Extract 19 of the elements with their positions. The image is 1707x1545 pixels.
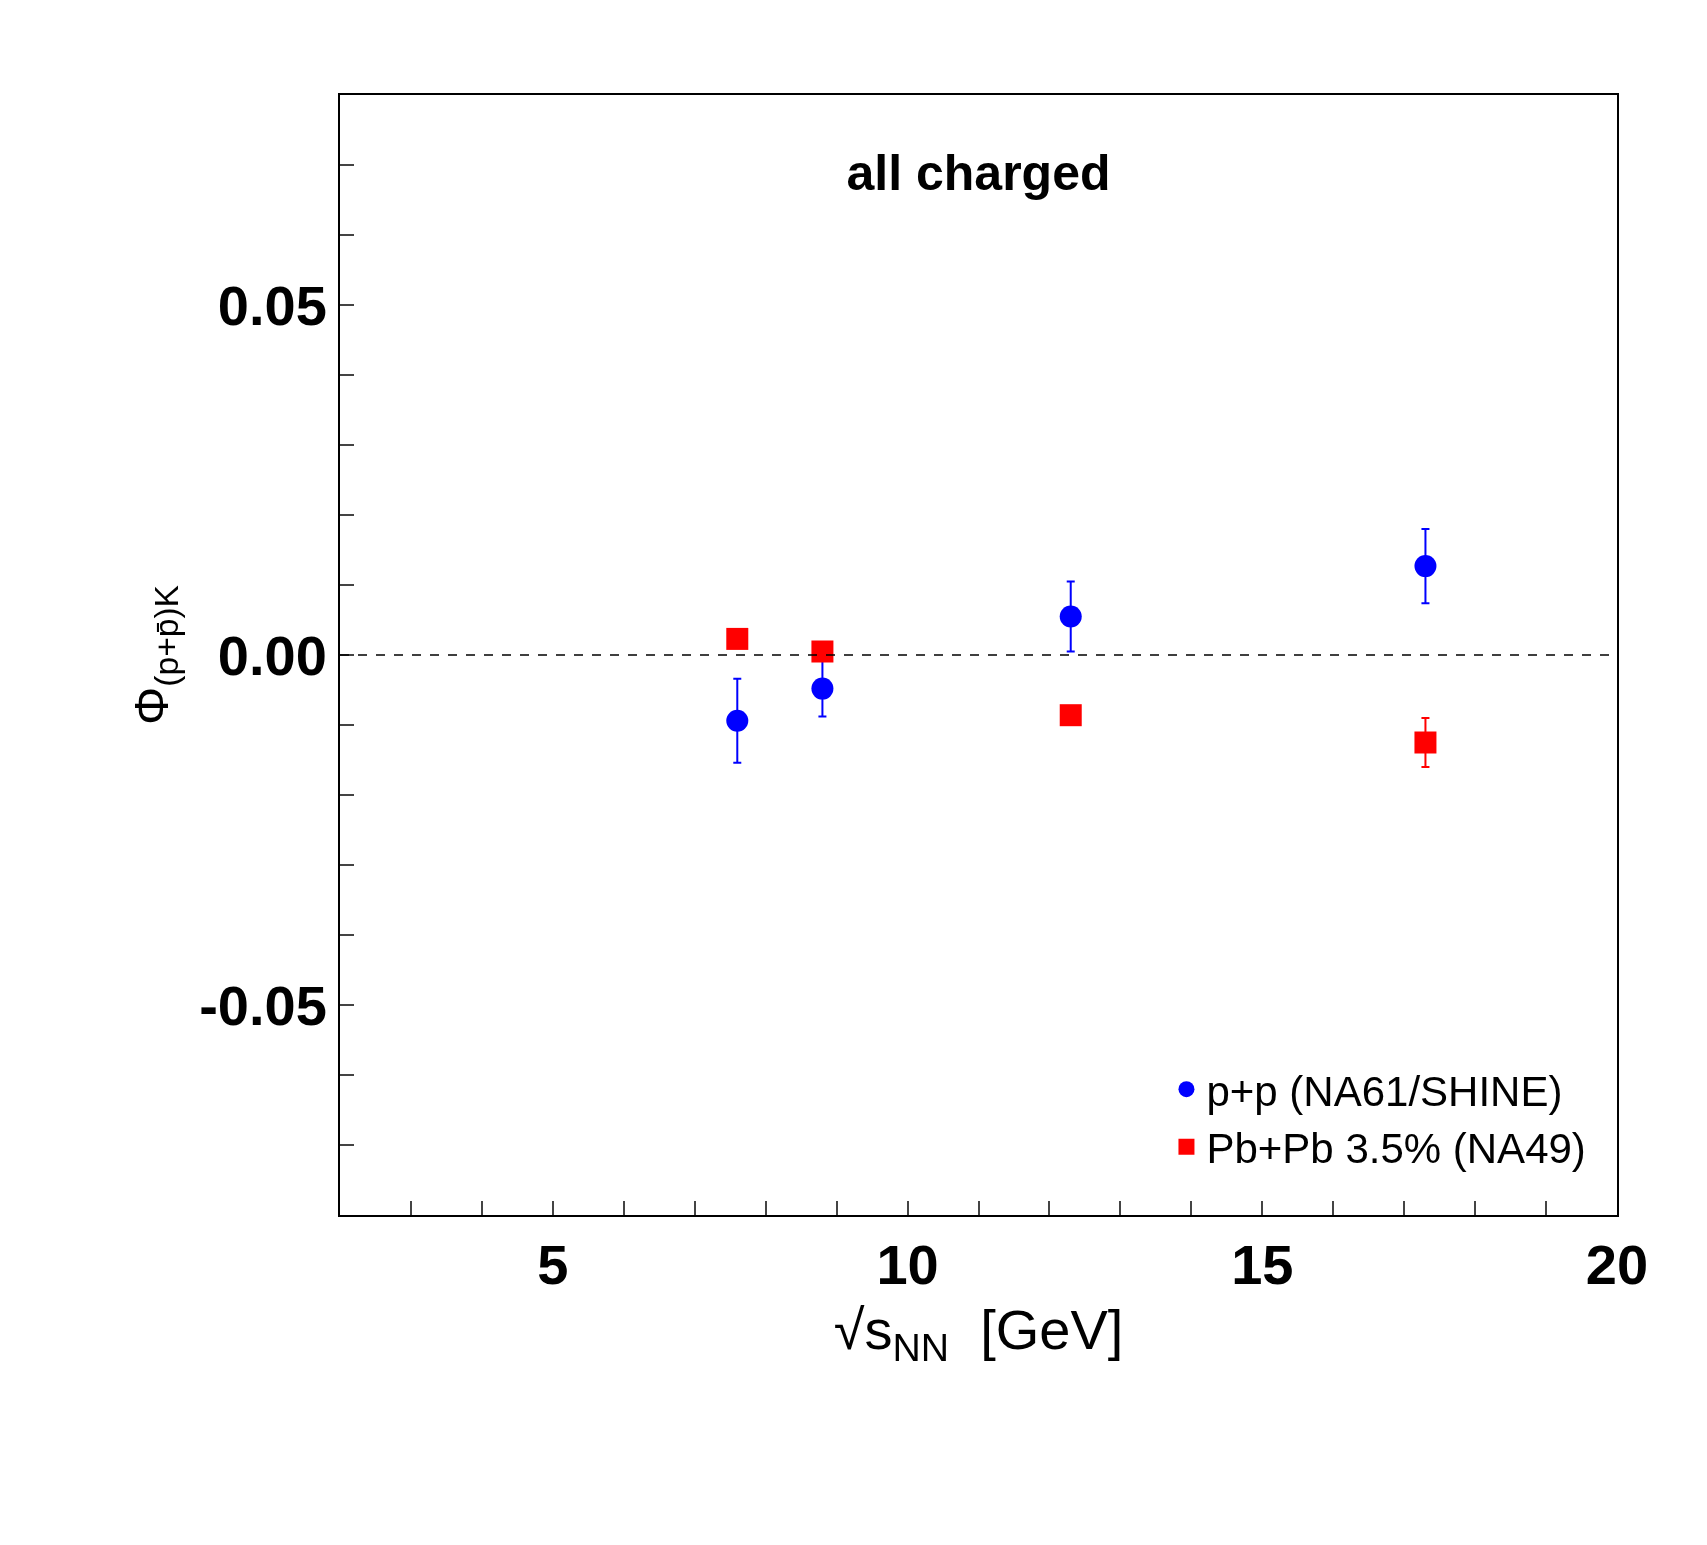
legend-label: p+p (NA61/SHINE) (1206, 1067, 1563, 1115)
legend-label: Pb+Pb 3.5% (NA49) (1206, 1125, 1586, 1173)
text: all charged (846, 144, 1111, 201)
point (811, 677, 834, 700)
point (1414, 555, 1437, 578)
y-tick-label: 0.00 (217, 623, 327, 687)
point (1059, 704, 1082, 727)
point (811, 640, 834, 663)
x-tick-label: 15 (1231, 1233, 1294, 1297)
point (1059, 605, 1082, 628)
point (1414, 731, 1437, 754)
y-tick-label: -0.05 (199, 973, 327, 1037)
x-tick-label: 20 (1585, 1233, 1649, 1297)
x-tick-label: 10 (876, 1233, 939, 1297)
x-axis-title: √s$_{NN}$ [GeV] (833, 1298, 1124, 1370)
x-tick-label: 5 (537, 1233, 569, 1297)
y-tick-label: 0.05 (217, 273, 327, 337)
point (726, 627, 749, 650)
point (726, 709, 749, 732)
